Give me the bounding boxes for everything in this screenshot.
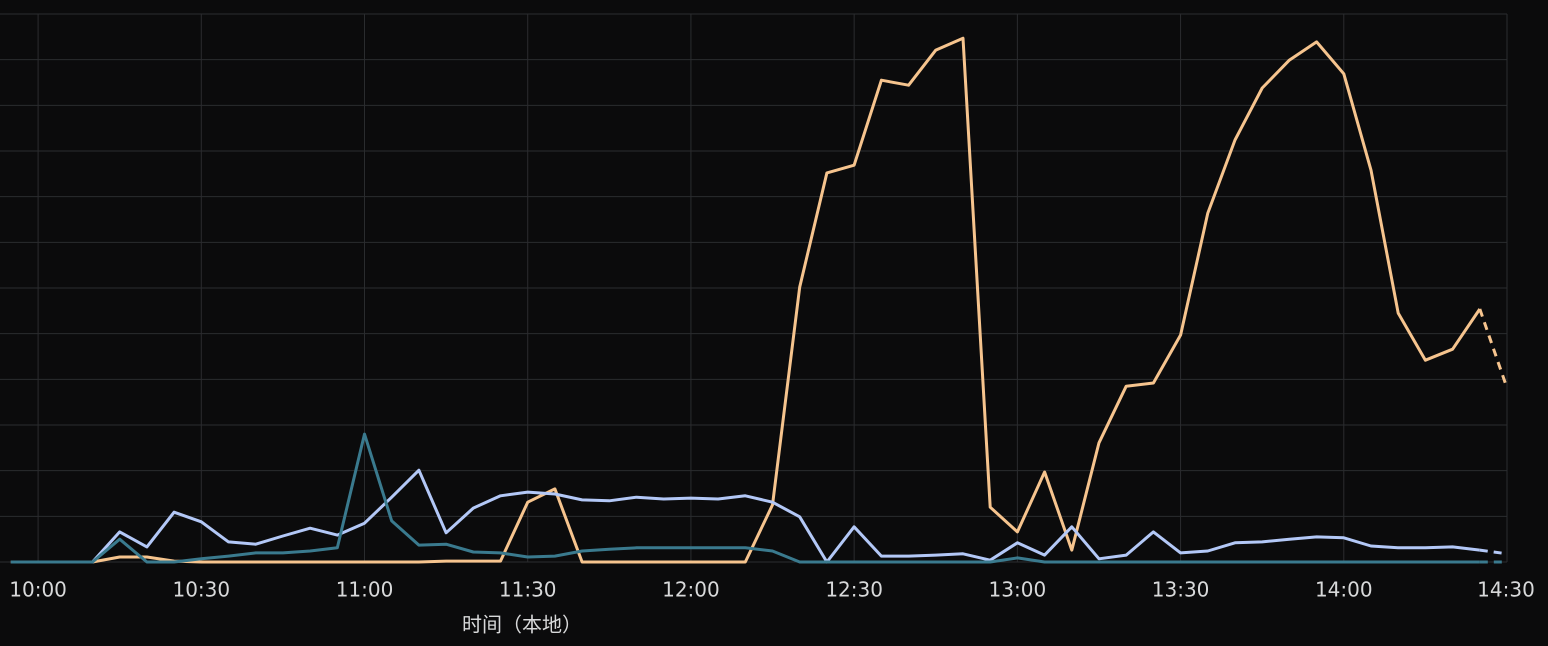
series-line-partial <box>1478 308 1509 389</box>
series-line <box>10 468 1480 564</box>
series-line <box>10 36 1482 564</box>
x-tick-label: 10:30 <box>172 578 230 602</box>
x-tick-label: 10:00 <box>9 578 67 602</box>
x-tick-label: 11:00 <box>336 578 394 602</box>
x-tick-label: 12:00 <box>662 578 720 602</box>
series-line <box>10 432 1480 564</box>
x-axis-label: 时间（本地） <box>462 613 582 637</box>
x-tick-label: 12:30 <box>825 578 883 602</box>
x-tick-label: 14:30 <box>1477 578 1535 602</box>
x-tick-label: 11:30 <box>499 578 557 602</box>
x-tick-label: 14:00 <box>1315 578 1373 602</box>
series-line-partial <box>1479 548 1508 556</box>
x-tick-label: 13:30 <box>1152 578 1210 602</box>
x-tick-label: 13:00 <box>989 578 1047 602</box>
